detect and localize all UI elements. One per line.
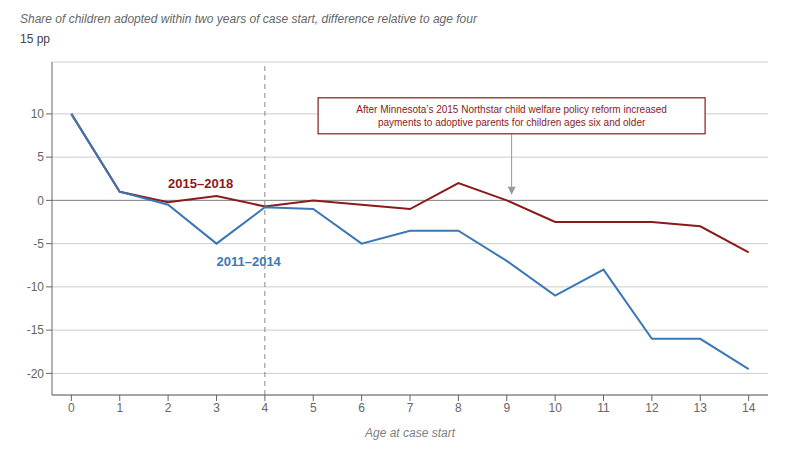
svg-text:9: 9	[503, 401, 510, 415]
svg-text:4: 4	[262, 401, 269, 415]
svg-text:2015–2018: 2015–2018	[168, 176, 233, 191]
svg-text:After Minnesota’s 2015 Northst: After Minnesota’s 2015 Northstar child w…	[356, 104, 667, 128]
svg-text:0: 0	[37, 194, 44, 208]
svg-text:5: 5	[37, 150, 44, 164]
svg-text:6: 6	[358, 401, 365, 415]
svg-text:-10: -10	[27, 280, 45, 294]
svg-text:-5: -5	[33, 237, 44, 251]
svg-text:2011–2014: 2011–2014	[216, 254, 281, 269]
svg-text:-15: -15	[27, 323, 45, 337]
svg-text:14: 14	[742, 401, 756, 415]
svg-text:8: 8	[455, 401, 462, 415]
svg-text:3: 3	[213, 401, 220, 415]
svg-text:1: 1	[116, 401, 123, 415]
svg-text:Age at case start: Age at case start	[364, 426, 456, 440]
html-text:Share of children adopted with: Share of children adopted within two yea…	[20, 12, 477, 26]
svg-text:2: 2	[165, 401, 172, 415]
svg-text:5: 5	[310, 401, 317, 415]
svg-text:12: 12	[645, 401, 659, 415]
svg-text:11: 11	[597, 401, 610, 415]
svg-text:7: 7	[407, 401, 414, 415]
svg-text:0: 0	[68, 401, 75, 415]
svg-text:10: 10	[31, 107, 45, 121]
html-text:15 pp: 15 pp	[20, 32, 50, 46]
svg-text:10: 10	[548, 401, 562, 415]
svg-text:13: 13	[694, 401, 708, 415]
svg-text:-20: -20	[27, 367, 45, 381]
